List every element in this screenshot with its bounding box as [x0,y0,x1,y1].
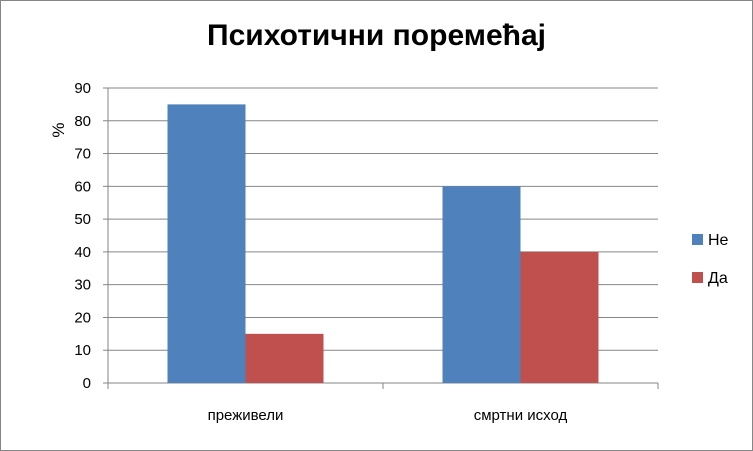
y-axis-label: % [49,122,68,137]
y-tick-label: 40 [74,244,91,261]
legend: Не Да [692,232,729,287]
chart-title: Психотични поремећај [207,19,546,52]
legend-label-ne: Не [708,232,729,249]
legend-swatch-ne [692,234,703,245]
bar-da-0 [245,333,324,383]
bars [167,104,599,383]
y-tick-label: 0 [83,375,91,392]
bar-ne-0 [167,104,246,383]
y-tick-label: 90 [74,80,91,97]
y-tick-label: 60 [74,178,91,195]
x-tick-label: преживели [208,407,284,424]
y-tick-label: 50 [74,211,91,228]
x-tick-labels: преживели смртни исход [208,407,568,424]
y-tick-labels: 0 10 20 30 40 50 60 70 80 90 [74,80,91,392]
bar-ne-1 [442,186,521,383]
bar-da-1 [520,251,599,383]
y-tick-label: 80 [74,113,91,130]
y-tick-label: 30 [74,277,91,294]
legend-label-da: Да [708,270,728,287]
y-tick-label: 70 [74,146,91,163]
y-tick-label: 20 [74,309,91,326]
legend-swatch-da [692,272,703,283]
x-tick-label: смртни исход [474,407,568,424]
y-tick-label: 10 [74,342,91,359]
